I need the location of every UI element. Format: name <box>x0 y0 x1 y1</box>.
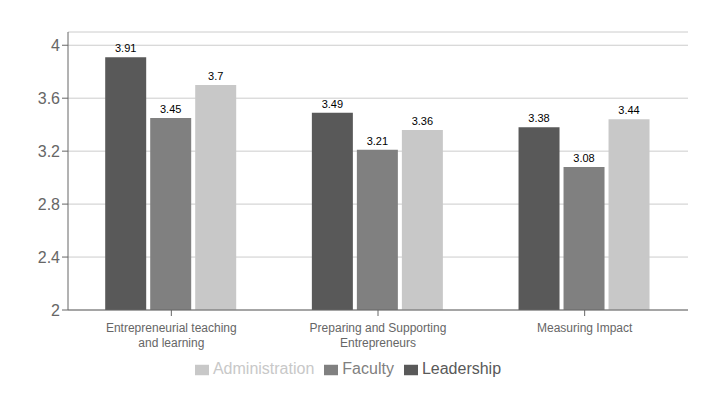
html-text:Faculty: Faculty <box>342 360 394 377</box>
html-text:Administration: Administration <box>212 360 315 377</box>
svg-text:3.7: 3.7 <box>208 70 223 82</box>
svg-text:Measuring Impact: Measuring Impact <box>537 321 633 335</box>
html-text:Leadership: Leadership <box>421 360 502 377</box>
svg-text:3.21: 3.21 <box>367 135 388 147</box>
svg-text:2.4: 2.4 <box>38 249 60 266</box>
svg-text:Preparing and SupportingEntrep: Preparing and SupportingEntrepreneurs <box>310 321 447 350</box>
svg-text:2.8: 2.8 <box>38 196 60 213</box>
svg-text:3.08: 3.08 <box>573 152 594 164</box>
svg-text:3.38: 3.38 <box>528 112 549 124</box>
svg-text:3.2: 3.2 <box>38 143 60 160</box>
svg-text:Entrepreneurial teachingand le: Entrepreneurial teachingand learning <box>106 321 237 350</box>
svg-text:3.44: 3.44 <box>618 104 639 116</box>
svg-text:3.49: 3.49 <box>322 98 343 110</box>
svg-text:3.91: 3.91 <box>115 42 136 54</box>
svg-text:3.6: 3.6 <box>38 90 60 107</box>
svg-text:3.36: 3.36 <box>412 115 433 127</box>
svg-text:4: 4 <box>51 37 60 54</box>
svg-text:2: 2 <box>51 302 60 319</box>
svg-text:3.45: 3.45 <box>160 103 181 115</box>
